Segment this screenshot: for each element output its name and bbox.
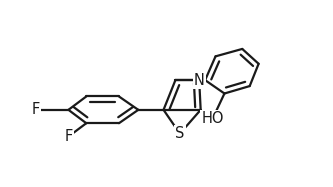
Text: S: S [175,126,184,141]
Text: HO: HO [201,111,224,126]
Text: F: F [32,102,40,117]
Text: N: N [194,73,204,88]
Text: F: F [64,129,73,144]
